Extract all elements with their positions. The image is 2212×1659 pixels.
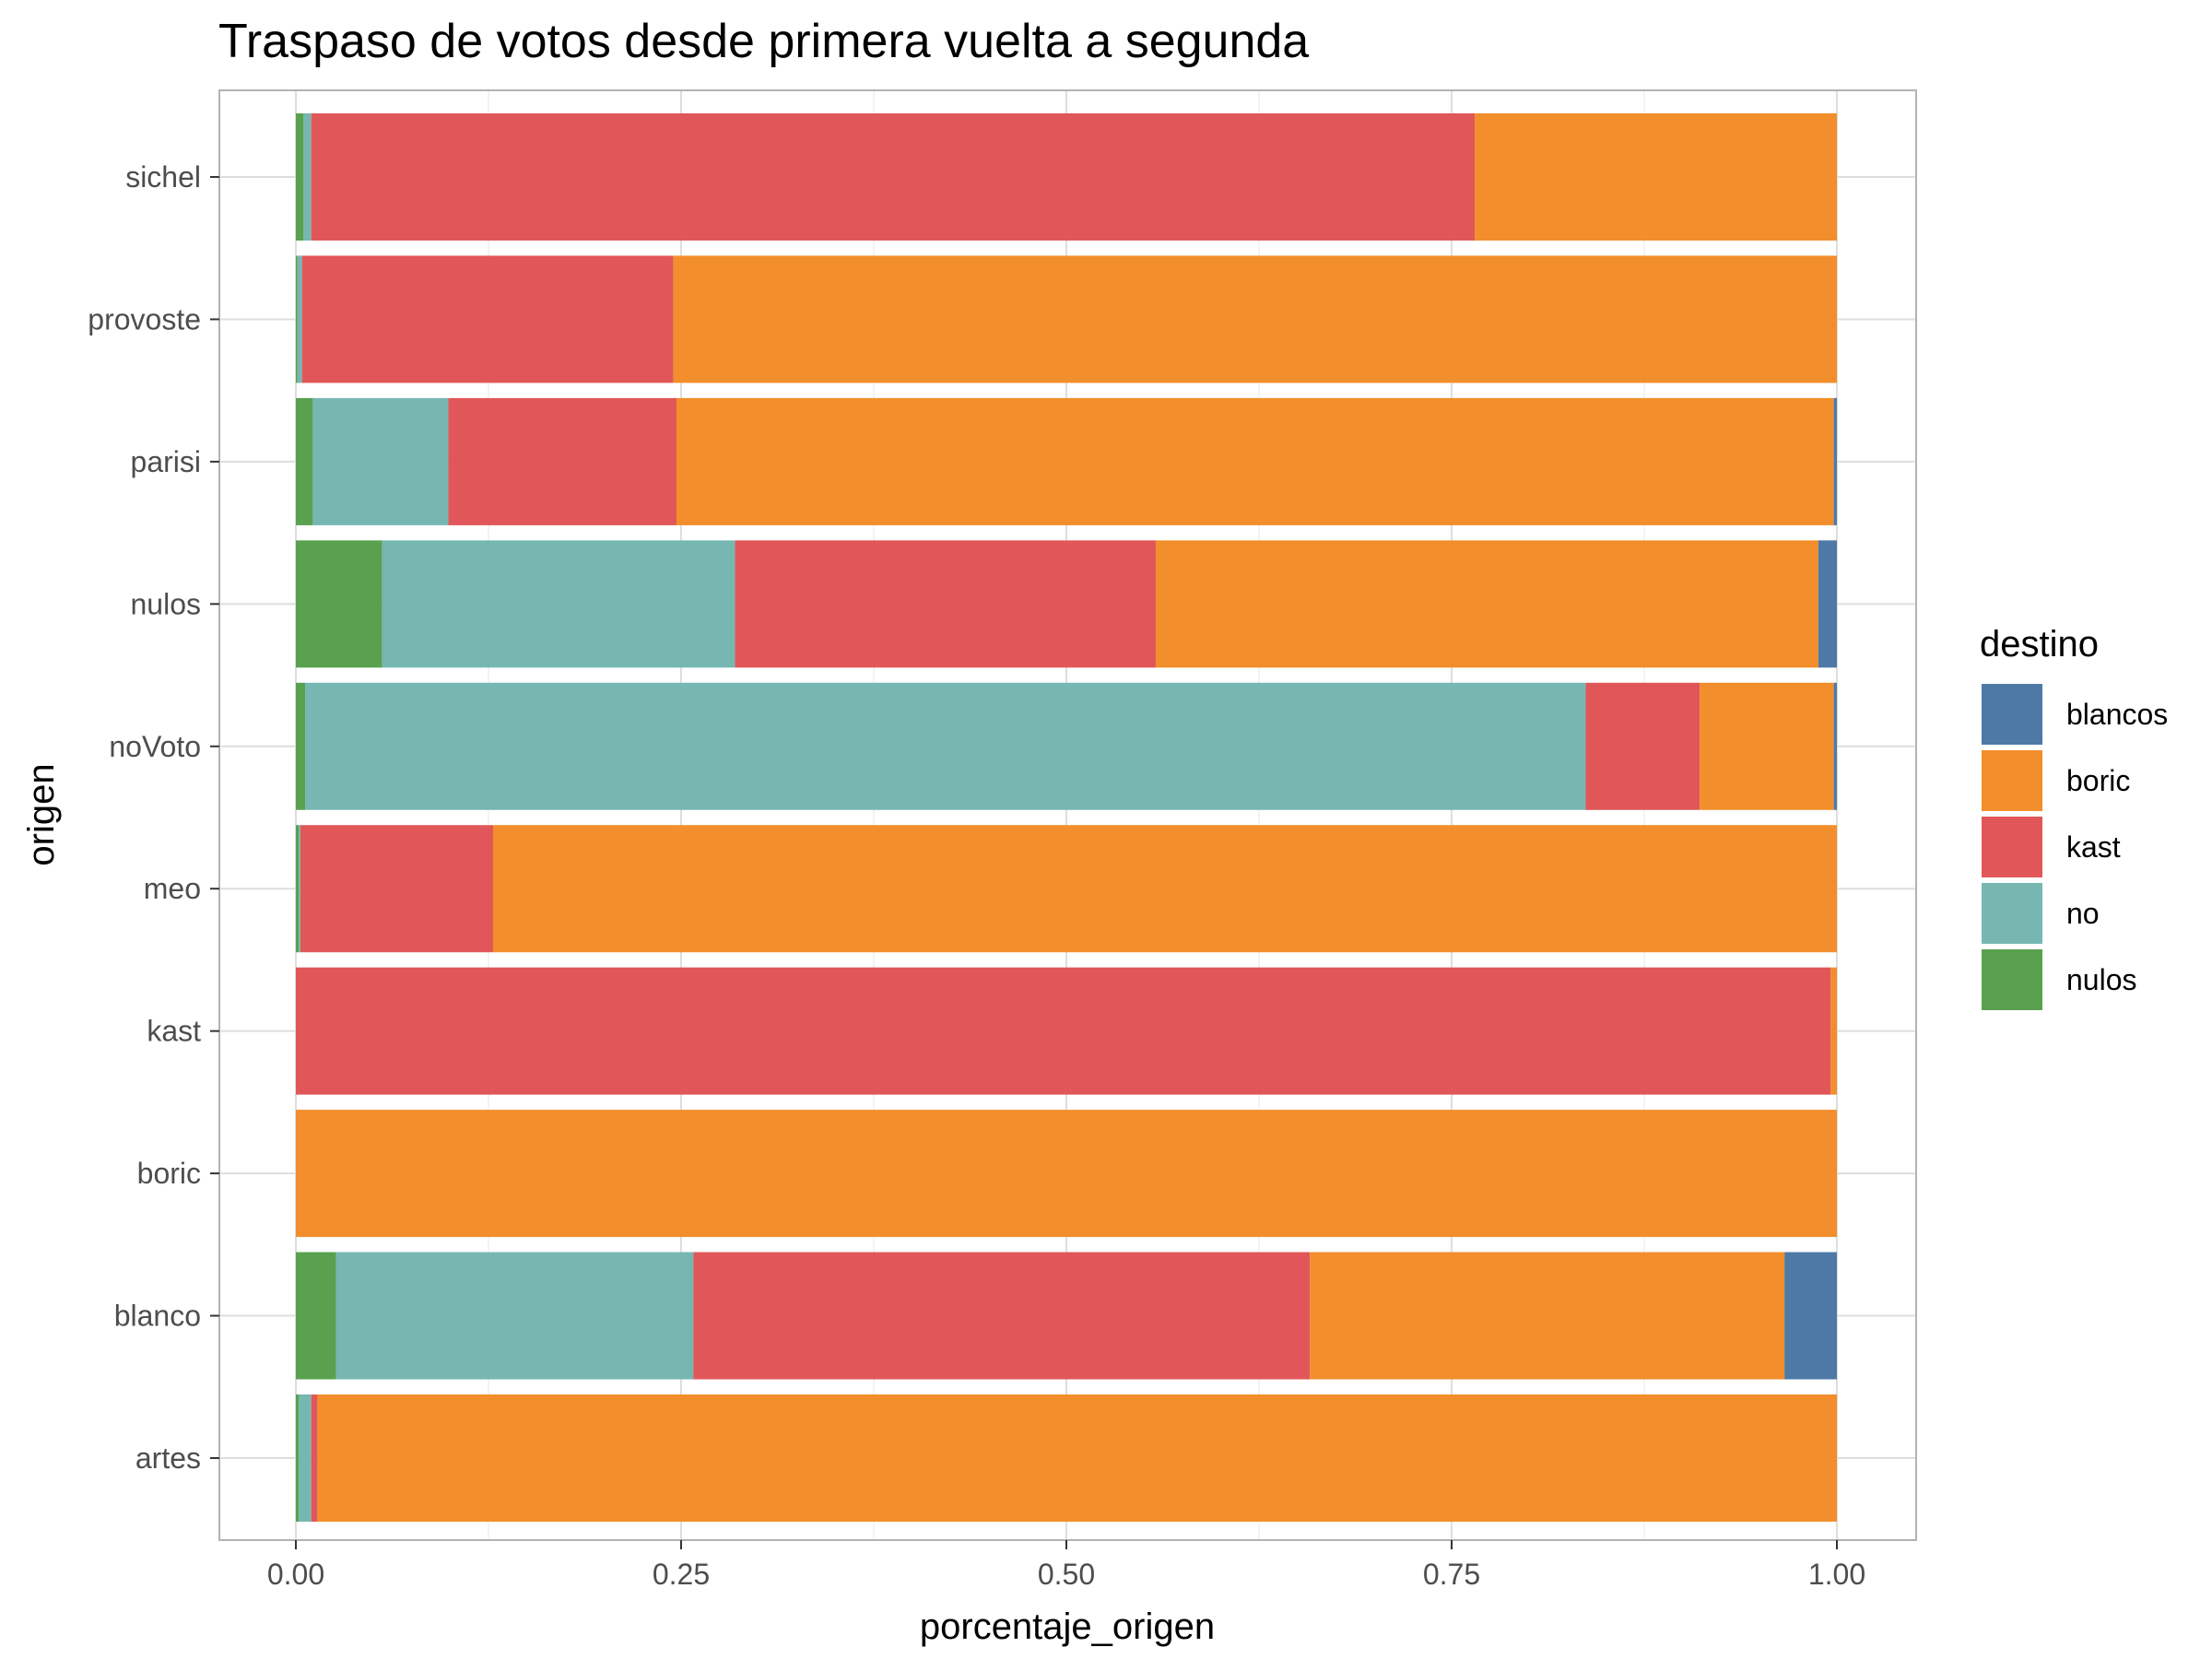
legend-label-kast: kast	[2066, 830, 2121, 864]
bars	[296, 113, 1838, 1522]
bar-nulos-boric	[1155, 540, 1818, 668]
bar-noVoto-no	[305, 682, 1586, 810]
legend-key-kast	[1982, 817, 2042, 877]
bar-noVoto-nulos	[296, 682, 306, 810]
bar-nulos-blancos	[1818, 540, 1837, 668]
bar-kast-kast	[296, 967, 1831, 1095]
bar-sichel-no	[303, 113, 312, 241]
bar-nulos-kast	[735, 540, 1156, 668]
bar-provoste-kast	[301, 255, 674, 383]
bar-blanco-no	[335, 1252, 694, 1380]
legend-title: destino	[1980, 624, 2099, 665]
bar-meo-kast	[300, 825, 494, 953]
legend-label-no: no	[2066, 897, 2100, 930]
bar-meo-no	[299, 825, 301, 953]
bar-boric-boric	[296, 1110, 1837, 1238]
bar-blanco-boric	[1310, 1252, 1785, 1380]
bar-meo-nulos	[296, 825, 300, 953]
bar-nulos-no	[382, 540, 735, 668]
x-tick-label: 0.00	[267, 1558, 324, 1591]
bar-provoste-boric	[673, 255, 1837, 383]
bar-artes-nulos	[296, 1394, 300, 1522]
legend-label-blancos: blancos	[2066, 698, 2168, 731]
x-tick-label: 0.50	[1038, 1558, 1095, 1591]
y-axis-title: origen	[21, 763, 62, 865]
bar-sichel-nulos	[296, 113, 304, 241]
x-tick-label: 1.00	[1808, 1558, 1865, 1591]
bar-nulos-nulos	[296, 540, 382, 668]
chart-title: Traspaso de votos desde primera vuelta a…	[218, 15, 1309, 68]
x-axis-title: porcentaje_origen	[920, 1606, 1215, 1647]
y-tick-label-noVoto: noVoto	[109, 730, 201, 763]
bar-provoste-nulos	[296, 255, 298, 383]
legend: destino blancos boric kast no nulos	[1980, 624, 2168, 1010]
bar-noVoto-boric	[1700, 682, 1834, 810]
x-tick-label: 0.25	[653, 1558, 710, 1591]
y-axis: artes blanco boric kast meo noVoto nulos parisi…	[88, 160, 219, 1475]
bar-meo-boric	[493, 825, 1837, 953]
legend-label-nulos: nulos	[2066, 963, 2137, 996]
bar-parisi-nulos	[296, 397, 313, 525]
legend-key-blancos	[1982, 684, 2042, 745]
bar-blanco-blancos	[1784, 1252, 1837, 1380]
bar-blanco-kast	[693, 1252, 1311, 1380]
bar-artes-boric	[317, 1394, 1838, 1522]
legend-key-nulos	[1982, 949, 2042, 1010]
x-axis: 0.00 0.25 0.50 0.75 1.00	[267, 1540, 1865, 1591]
bar-artes-no	[299, 1394, 312, 1522]
legend-key-no	[1982, 883, 2042, 944]
y-tick-label-sichel: sichel	[125, 160, 201, 194]
x-tick-label: 0.75	[1423, 1558, 1480, 1591]
y-tick-label-nulos: nulos	[131, 587, 202, 620]
bar-parisi-boric	[676, 397, 1834, 525]
bar-parisi-kast	[448, 397, 677, 525]
bar-noVoto-blancos	[1833, 682, 1837, 810]
bar-kast-boric	[1830, 967, 1837, 1095]
y-tick-label-provoste: provoste	[88, 302, 201, 335]
bar-parisi-no	[312, 397, 449, 525]
y-tick-label-boric: boric	[137, 1157, 201, 1190]
y-tick-label-artes: artes	[135, 1441, 201, 1475]
bar-parisi-blancos	[1833, 397, 1837, 525]
legend-label-boric: boric	[2066, 764, 2130, 797]
plot-border	[218, 89, 1917, 1541]
bar-blanco-nulos	[296, 1252, 336, 1380]
bar-sichel-boric	[1475, 113, 1837, 241]
bar-sichel-kast	[311, 113, 1476, 241]
legend-key-boric	[1982, 750, 2042, 811]
y-tick-label-parisi: parisi	[131, 445, 201, 478]
y-tick-label-kast: kast	[147, 1015, 201, 1048]
bar-provoste-no	[297, 255, 302, 383]
y-tick-label-meo: meo	[144, 872, 201, 905]
y-tick-label-blanco: blanco	[114, 1300, 201, 1333]
bar-artes-kast	[311, 1394, 318, 1522]
bar-noVoto-kast	[1585, 682, 1700, 810]
